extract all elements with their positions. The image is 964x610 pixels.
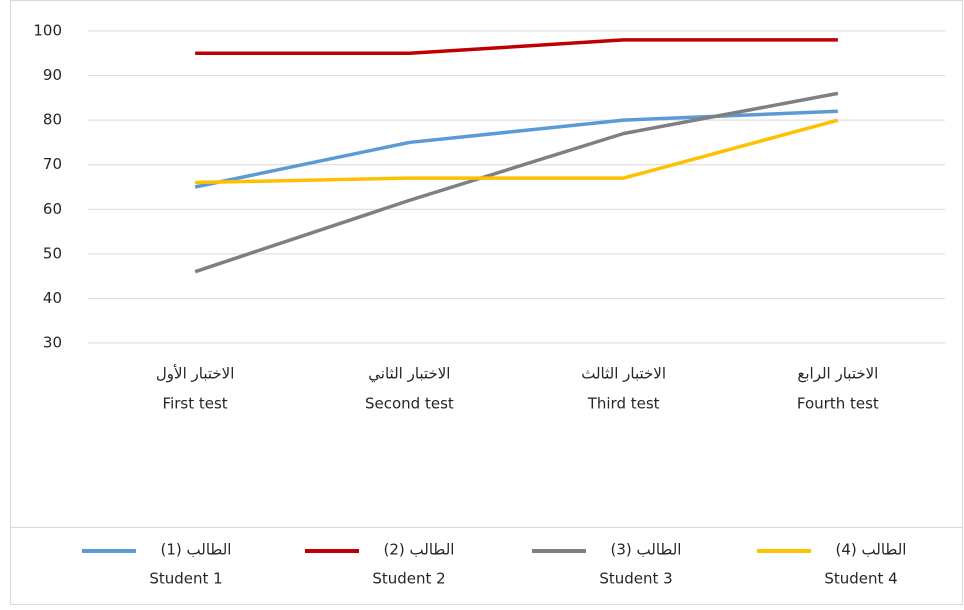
y-tick-label: 100 [33,22,62,40]
series-line [194,109,838,189]
series-line [195,38,838,56]
series-line [195,118,839,185]
legend-label: Student 1 [149,570,222,588]
legend-label: الطالب (4) [836,541,907,559]
y-tick-label: 40 [43,289,62,307]
x-tick-label: Second test [365,395,454,413]
y-tick-label: 70 [43,155,62,173]
x-tick-label: Third test [587,395,660,413]
legend-label: الطالب (3) [611,541,682,559]
legend-label: Student 4 [824,570,897,588]
chart-border [10,0,963,605]
x-tick-label: الاختبار الثاني [368,365,450,384]
y-tick-label: 90 [43,66,62,84]
y-tick-label: 50 [43,244,62,262]
x-tick-label: الاختبار الثالث [581,365,666,383]
y-tick-label: 30 [43,334,62,352]
y-tick-label: 60 [43,200,62,218]
legend-label: Student 2 [372,570,445,588]
x-tick-label: الاختبار الأول [156,364,235,383]
x-tick-label: Fourth test [797,395,879,413]
legend-label: الطالب (2) [384,541,455,559]
legend-label: الطالب (1) [161,541,232,559]
legend-label: Student 3 [599,570,672,588]
y-tick-label: 80 [43,111,62,129]
x-tick-label: First test [163,395,228,413]
series-line [194,91,839,274]
x-tick-label: الاختبار الرابع [797,365,878,383]
